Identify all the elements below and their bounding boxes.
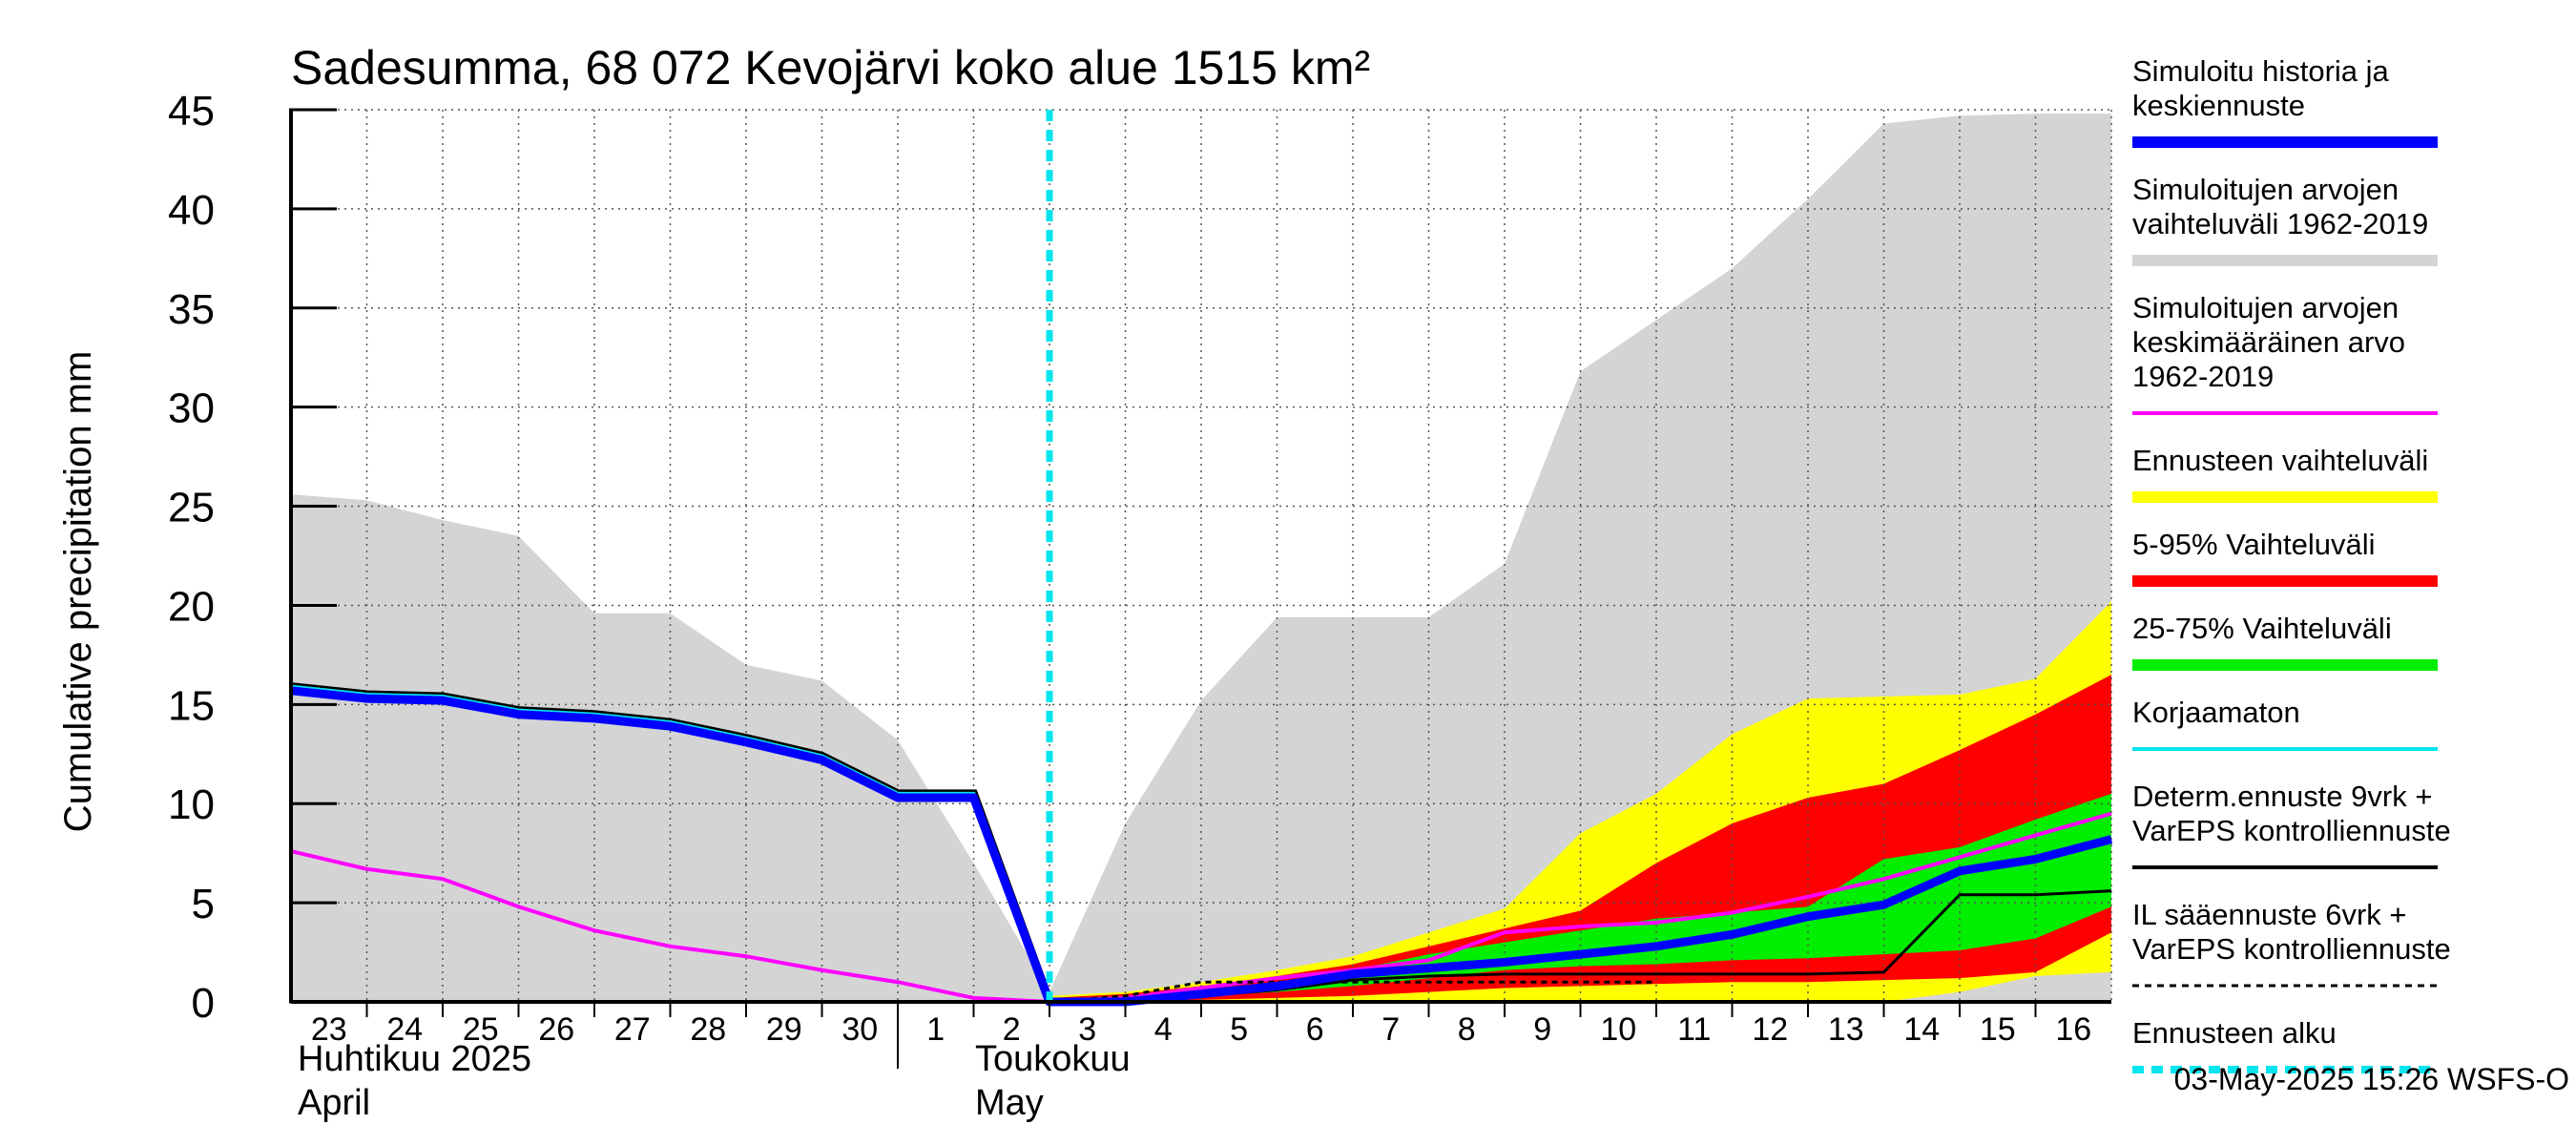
x-tick-label: 30 bbox=[841, 1011, 878, 1048]
legend-label: Simuloitujen arvojen bbox=[2132, 291, 2399, 324]
x-tick-label: 5 bbox=[1230, 1011, 1248, 1048]
y-tick-label: 20 bbox=[168, 583, 215, 630]
y-axis-title: Cumulative precipitation mm bbox=[57, 351, 99, 833]
x-tick-label: 29 bbox=[766, 1011, 802, 1048]
x-tick-label: 10 bbox=[1600, 1011, 1636, 1048]
timestamp-label: 03-May-2025 15:26 WSFS-O bbox=[2174, 1062, 2569, 1096]
x-tick-label: 23 bbox=[311, 1011, 347, 1048]
x-tick-label: 16 bbox=[2055, 1011, 2091, 1048]
history-range-band bbox=[291, 114, 2111, 1002]
y-tick-label: 25 bbox=[168, 485, 215, 531]
legend-label: 5-95% Vaihteluväli bbox=[2132, 528, 2375, 561]
x-tick-label: 13 bbox=[1828, 1011, 1864, 1048]
legend-label: Determ.ennuste 9vrk + bbox=[2132, 780, 2432, 813]
x-tick-label: 11 bbox=[1677, 1011, 1711, 1048]
y-tick-label: 0 bbox=[192, 980, 215, 1027]
y-tick-label: 45 bbox=[168, 88, 215, 135]
legend-label: keskiennuste bbox=[2132, 89, 2305, 122]
legend-item: 25-75% Vaihteluväli bbox=[2132, 612, 2438, 671]
x-tick-label: 9 bbox=[1533, 1011, 1551, 1048]
legend-label: Simuloitu historia ja bbox=[2132, 54, 2390, 88]
x-tick-label: 8 bbox=[1458, 1011, 1476, 1048]
legend-label: Simuloitujen arvojen bbox=[2132, 173, 2399, 206]
legend-label: Ennusteen alku bbox=[2132, 1016, 2337, 1050]
x-tick-label: 2 bbox=[1003, 1011, 1021, 1048]
legend-item: Determ.ennuste 9vrk +VarEPS kontrollienn… bbox=[2132, 780, 2451, 869]
x-tick-label: 28 bbox=[690, 1011, 726, 1048]
x-tick-label: 27 bbox=[614, 1011, 651, 1048]
x-tick-label: 6 bbox=[1306, 1011, 1324, 1048]
legend-item: Korjaamaton bbox=[2132, 696, 2438, 751]
y-tick-label: 40 bbox=[168, 187, 215, 234]
y-tick-label: 10 bbox=[168, 781, 215, 828]
month-label-april-fi: Huhtikuu 2025 bbox=[298, 1039, 531, 1079]
legend-item: IL sääennuste 6vrk + VarEPS kontrollienn… bbox=[2132, 898, 2451, 988]
x-tick-label: 12 bbox=[1752, 1011, 1788, 1048]
x-tick-label: 25 bbox=[463, 1011, 499, 1048]
legend-label: IL sääennuste 6vrk + bbox=[2132, 898, 2407, 931]
legend-label: keskimääräinen arvo bbox=[2132, 325, 2405, 359]
x-tick-label: 7 bbox=[1381, 1011, 1400, 1048]
x-tick-label: 15 bbox=[1980, 1011, 2016, 1048]
p25-75-band bbox=[1049, 793, 2111, 1002]
legend-label: VarEPS kontrolliennuste bbox=[2132, 814, 2451, 847]
y-tick-label: 35 bbox=[168, 286, 215, 333]
legend-item: Ennusteen vaihteluväli bbox=[2132, 444, 2438, 503]
simulated-mean-line bbox=[290, 811, 2112, 1005]
month-label-may-fi: Toukokuu bbox=[975, 1039, 1131, 1079]
legend-label: Ennusteen vaihteluväli bbox=[2132, 444, 2428, 477]
y-tick-label: 15 bbox=[168, 682, 215, 729]
legend-item: 5-95% Vaihteluväli bbox=[2132, 528, 2438, 587]
legend-label: 1962-2019 bbox=[2132, 360, 2274, 393]
y-tick-label: 30 bbox=[168, 385, 215, 432]
legend: Simuloitu historia jakeskiennusteSimuloi… bbox=[2132, 54, 2451, 1073]
x-tick-label: 26 bbox=[538, 1011, 574, 1048]
x-tick-label: 24 bbox=[386, 1011, 423, 1048]
x-tick-label: 4 bbox=[1154, 1011, 1173, 1048]
legend-label: 25-75% Vaihteluväli bbox=[2132, 612, 2392, 645]
median-forecast-line bbox=[290, 686, 2113, 1007]
legend-label: vaihteluväli 1962-2019 bbox=[2132, 207, 2428, 240]
x-tick-label: 1 bbox=[926, 1011, 945, 1048]
x-tick-label: 14 bbox=[1903, 1011, 1940, 1048]
il-forecast-dashed-line bbox=[1049, 980, 1656, 1004]
legend-label: VarEPS kontrolliennuste bbox=[2132, 932, 2451, 966]
legend-label: Korjaamaton bbox=[2132, 696, 2300, 729]
month-label-may-en: May bbox=[975, 1083, 1044, 1123]
legend-item: Ennusteen alku bbox=[2132, 1016, 2438, 1073]
month-label-april-en: April bbox=[298, 1083, 370, 1123]
x-tick-label: 3 bbox=[1078, 1011, 1096, 1048]
y-tick-label: 5 bbox=[192, 881, 215, 927]
chart-title: Sadesumma, 68 072 Kevojärvi koko alue 15… bbox=[291, 41, 1370, 94]
